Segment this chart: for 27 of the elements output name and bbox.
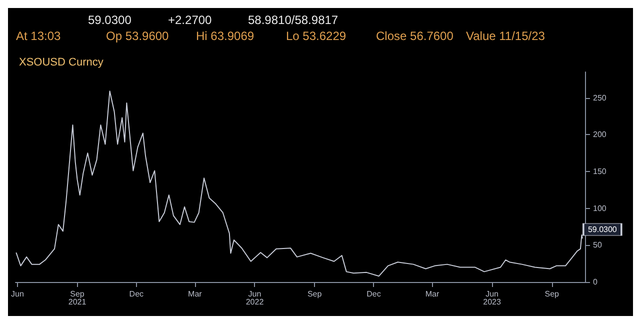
chart-title: XSOUSD Curncy: [19, 56, 104, 68]
x-tick-label: Sep: [544, 290, 560, 298]
text: Hi 63.9069: [196, 29, 254, 43]
y-tick-label: 200: [593, 130, 607, 140]
text: Close 56.7600: [376, 29, 454, 43]
annotation: 59.0300: [588, 225, 618, 234]
y-tick-label: 150: [593, 166, 607, 176]
x-tick-label: Dec: [366, 290, 381, 298]
x-tick-label: Dec: [129, 290, 144, 298]
text: 59.0300: [88, 13, 132, 27]
y-tick-label: 0: [593, 278, 598, 286]
y-tick-label: 100: [593, 204, 607, 213]
text: Op 53.9600: [106, 29, 170, 43]
text: 58.9810/58.9817: [248, 13, 338, 27]
text: At 13:03: [16, 29, 62, 43]
text: Lo 53.6229: [286, 29, 346, 43]
text: Value 11/15/23: [466, 29, 546, 43]
x-tick-label: Sep: [307, 290, 322, 298]
y-tick-label: 250: [593, 93, 607, 102]
x-tick-label: Jun 2023: [483, 290, 502, 306]
x-tick-label: Mar: [188, 290, 202, 298]
x-tick-label: Jun: [10, 290, 24, 298]
x-tick-label: Mar: [425, 290, 440, 298]
text: +2.2700: [168, 13, 212, 27]
x-tick-label: Jun 2022: [246, 290, 264, 306]
x-tick-label: Sep 2021: [68, 290, 87, 306]
y-tick-label: 50: [593, 240, 602, 250]
